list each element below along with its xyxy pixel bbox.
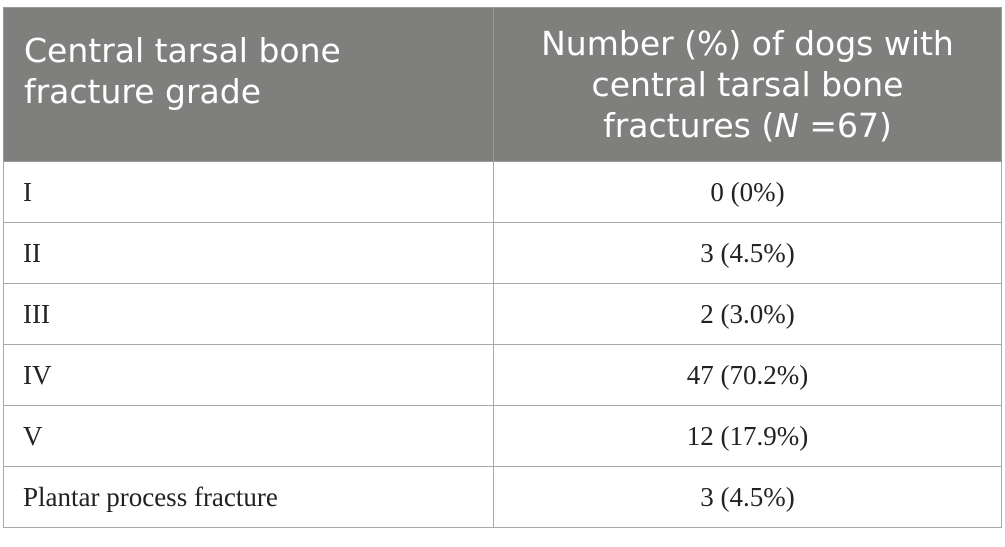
table-row: III 2 (3.0%)	[3, 283, 1002, 345]
header-fracture-grade: Central tarsal bone fracture grade	[3, 7, 494, 162]
count-cell: 3 (4.5%)	[493, 466, 1002, 528]
count-cell: 2 (3.0%)	[493, 283, 1002, 345]
header-col2-line3-prefix: fractures (	[603, 106, 775, 145]
header-col2-line3-suffix: =67)	[798, 106, 892, 145]
header-col1-line1: Central tarsal bone	[24, 31, 341, 70]
header-col1-line2: fracture grade	[24, 72, 262, 111]
header-col2-line1: Number (%) of dogs with	[541, 24, 954, 63]
table-header: Central tarsal bone fracture grade Numbe…	[3, 7, 1002, 162]
grade-cell: III	[3, 283, 494, 345]
table-body: I 0 (0%) II 3 (4.5%) III 2 (3.0%) IV 47 …	[3, 161, 1002, 528]
count-cell: 0 (0%)	[493, 161, 1002, 223]
grade-cell: V	[3, 405, 494, 467]
count-cell: 12 (17.9%)	[493, 405, 1002, 467]
grade-cell: I	[3, 161, 494, 223]
grade-cell: Plantar process fracture	[3, 466, 494, 528]
table-row: II 3 (4.5%)	[3, 222, 1002, 284]
header-col2-n-symbol: N	[774, 106, 799, 145]
table-row: I 0 (0%)	[3, 161, 1002, 223]
header-number-of-dogs: Number (%) of dogs with central tarsal b…	[493, 7, 1002, 162]
count-cell: 47 (70.2%)	[493, 344, 1002, 406]
header-col2-line2: central tarsal bone	[591, 65, 904, 104]
header-row: Central tarsal bone fracture grade Numbe…	[3, 7, 1002, 162]
count-cell: 3 (4.5%)	[493, 222, 1002, 284]
grade-cell: IV	[3, 344, 494, 406]
header-col2-line3: fractures (N =67)	[494, 105, 1001, 146]
fracture-grade-table-container: Central tarsal bone fracture grade Numbe…	[3, 7, 1002, 528]
grade-cell: II	[3, 222, 494, 284]
table-row: IV 47 (70.2%)	[3, 344, 1002, 406]
fracture-grade-table: Central tarsal bone fracture grade Numbe…	[3, 7, 1002, 528]
table-row: V 12 (17.9%)	[3, 405, 1002, 467]
table-row: Plantar process fracture 3 (4.5%)	[3, 466, 1002, 528]
